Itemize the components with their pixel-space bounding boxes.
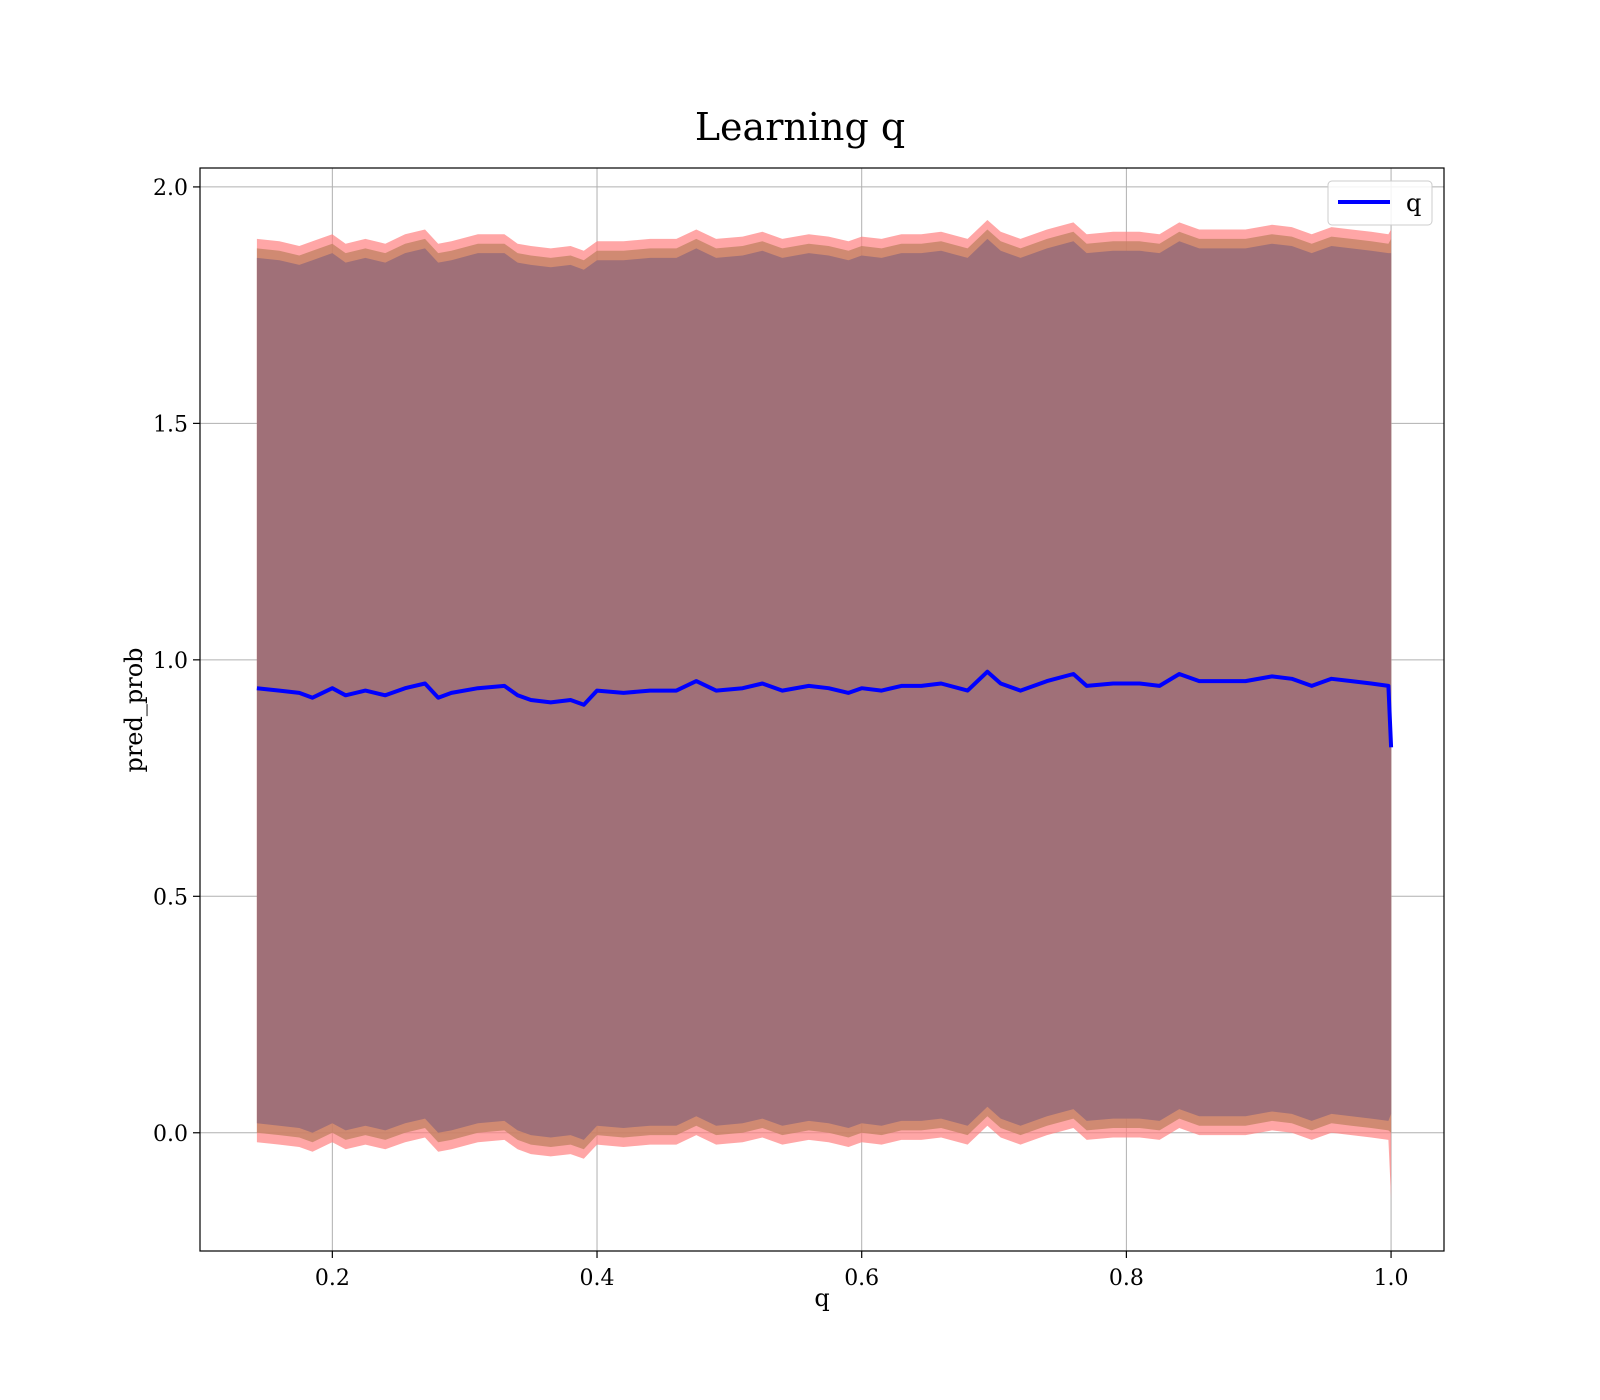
y-tick-label: 0.0 — [153, 1122, 188, 1147]
y-tick-label: 1.0 — [153, 649, 188, 674]
y-tick-label: 2.0 — [153, 176, 188, 201]
y-axis-label: pred_prob — [120, 647, 148, 772]
x-tick-label: 0.2 — [315, 1266, 350, 1291]
legend: q — [1327, 180, 1433, 226]
legend-label-q: q — [1406, 189, 1421, 217]
plot-frame — [199, 167, 1445, 1252]
series-line-q — [256, 669, 1394, 748]
chart-title: Learning q — [695, 105, 905, 149]
series-lines — [256, 669, 1394, 748]
confidence-bands — [256, 220, 1392, 1199]
x-tick-label: 1.0 — [1374, 1266, 1409, 1291]
y-tick-label: 0.5 — [153, 885, 188, 910]
axis-ticks: 0.2 0.4 0.6 0.8 1.0 0.0 0.5 1.0 1.5 2.0 — [153, 176, 1409, 1291]
x-tick-label: 0.4 — [580, 1266, 615, 1291]
x-axis-label: q — [814, 1284, 829, 1312]
x-tick-label: 0.6 — [844, 1266, 879, 1291]
y-tick-label: 1.5 — [153, 412, 188, 437]
x-tick-label: 0.8 — [1109, 1266, 1144, 1291]
